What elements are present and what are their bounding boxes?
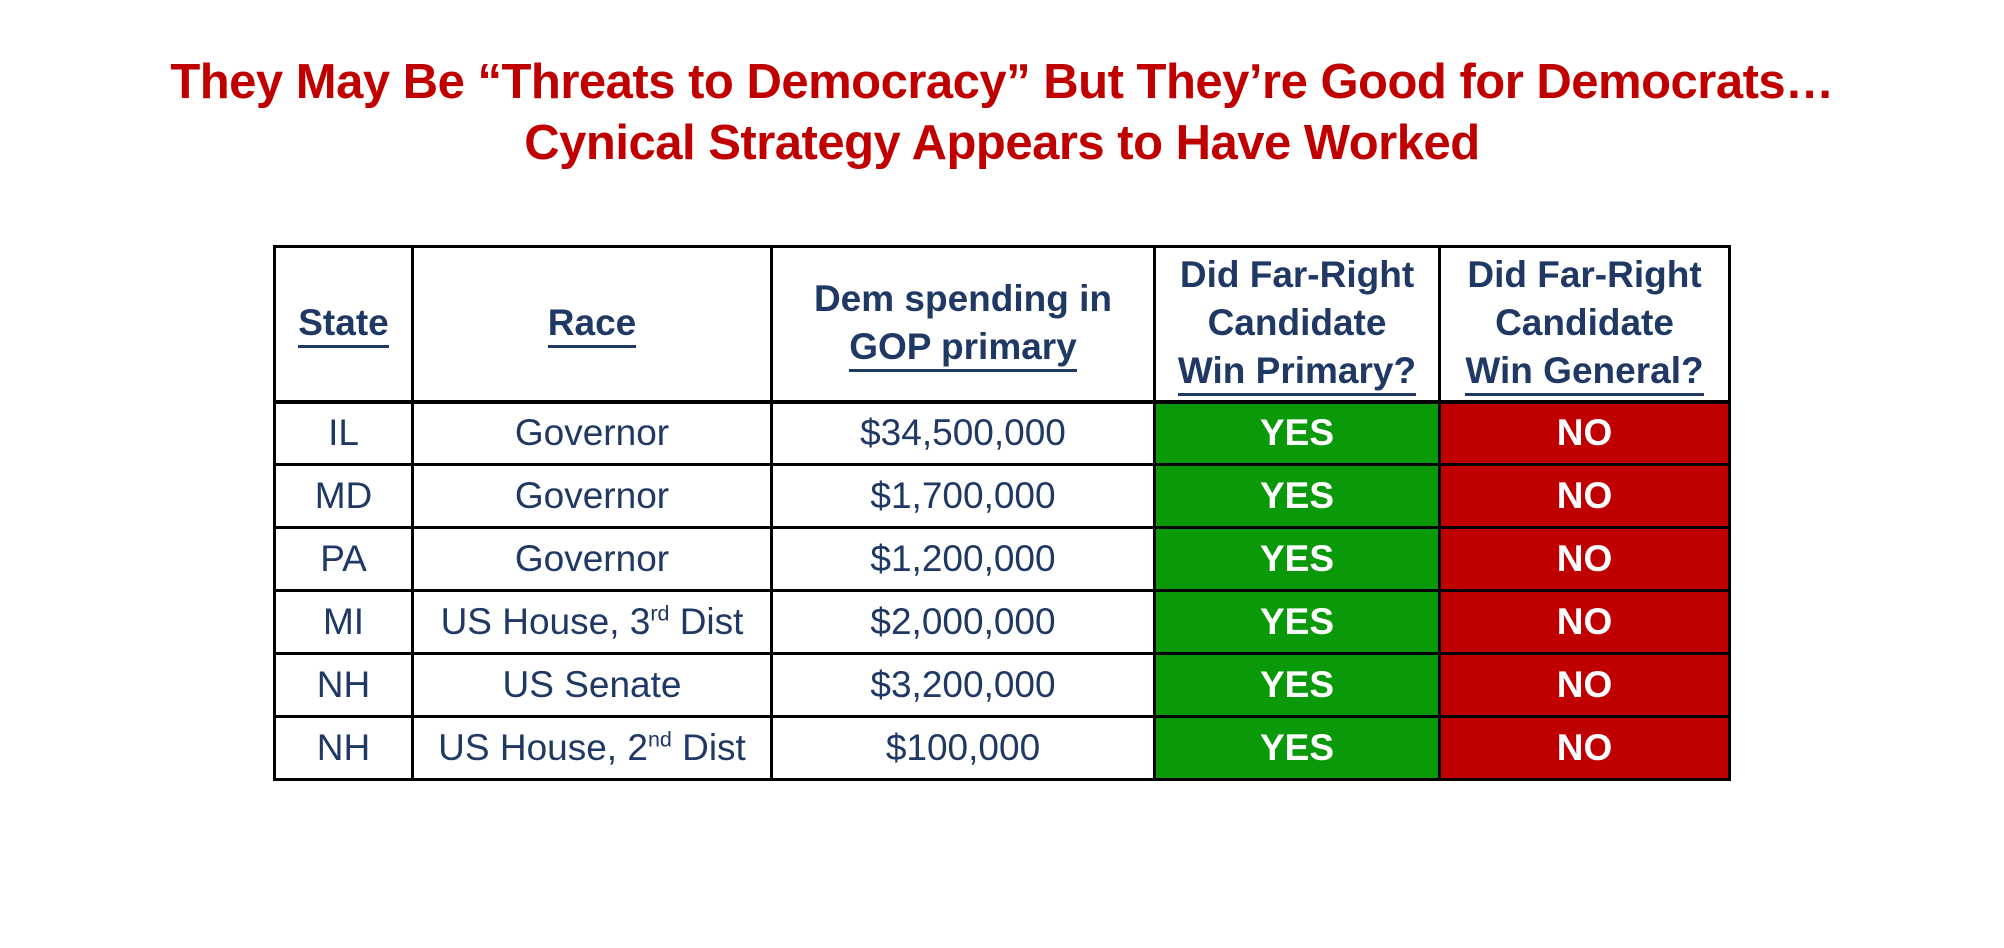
cell-win-general: NO bbox=[1438, 526, 1731, 592]
cell-race: Governor bbox=[411, 400, 773, 466]
cell-win-general: NO bbox=[1438, 589, 1731, 655]
cell-race: US House, 2nd Dist bbox=[411, 715, 773, 781]
cell-win-general: NO bbox=[1438, 715, 1731, 781]
cell-win-primary: YES bbox=[1153, 463, 1441, 529]
cell-win-primary: YES bbox=[1153, 652, 1441, 718]
cell-spending: $1,200,000 bbox=[770, 526, 1156, 592]
election-spending-table: State Race Dem spending in GOP primary Did F… bbox=[273, 245, 1731, 781]
column-header-state: State bbox=[273, 245, 414, 404]
title-line-2: Cynical Strategy Appears to Have Worked bbox=[524, 116, 1480, 170]
cell-spending: $100,000 bbox=[770, 715, 1156, 781]
cell-win-primary: YES bbox=[1153, 715, 1441, 781]
cell-state: NH bbox=[273, 715, 414, 781]
slide-title: They May Be “Threats to Democracy” But T… bbox=[0, 52, 2004, 174]
cell-race: Governor bbox=[411, 463, 773, 529]
cell-win-general: NO bbox=[1438, 400, 1731, 466]
ordinal-superscript: nd bbox=[647, 727, 672, 752]
cell-state: NH bbox=[273, 652, 414, 718]
cell-state: IL bbox=[273, 400, 414, 466]
table-row: NH US Senate $3,200,000 YES NO bbox=[273, 652, 1731, 718]
table-row: PA Governor $1,200,000 YES NO bbox=[273, 526, 1731, 592]
cell-race: US Senate bbox=[411, 652, 773, 718]
ordinal-superscript: rd bbox=[650, 601, 670, 626]
table-row: IL Governor $34,500,000 YES NO bbox=[273, 400, 1731, 466]
cell-spending: $34,500,000 bbox=[770, 400, 1156, 466]
column-header-spending: Dem spending in GOP primary bbox=[770, 245, 1156, 404]
table-header-row: State Race Dem spending in GOP primary Did F… bbox=[273, 245, 1731, 404]
table-row: MI US House, 3rd Dist $2,000,000 YES NO bbox=[273, 589, 1731, 655]
column-header-win-primary: Did Far-Right Candidate Win Primary? bbox=[1153, 245, 1441, 404]
column-header-win-general: Did Far-Right Candidate Win General? bbox=[1438, 245, 1731, 404]
table-body: IL Governor $34,500,000 YES NO MD Governor $1,7… bbox=[273, 400, 1731, 781]
cell-state: MI bbox=[273, 589, 414, 655]
table-row: NH US House, 2nd Dist $100,000 YES NO bbox=[273, 715, 1731, 781]
cell-win-general: NO bbox=[1438, 652, 1731, 718]
cell-spending: $3,200,000 bbox=[770, 652, 1156, 718]
cell-win-primary: YES bbox=[1153, 400, 1441, 466]
cell-win-general: NO bbox=[1438, 463, 1731, 529]
cell-state: MD bbox=[273, 463, 414, 529]
column-header-race: Race bbox=[411, 245, 773, 404]
cell-race: Governor bbox=[411, 526, 773, 592]
cell-state: PA bbox=[273, 526, 414, 592]
title-line-1: They May Be “Threats to Democracy” But T… bbox=[170, 55, 1834, 109]
cell-spending: $2,000,000 bbox=[770, 589, 1156, 655]
table-header: State Race Dem spending in GOP primary Did F… bbox=[273, 245, 1731, 404]
cell-spending: $1,700,000 bbox=[770, 463, 1156, 529]
table-row: MD Governor $1,700,000 YES NO bbox=[273, 463, 1731, 529]
cell-win-primary: YES bbox=[1153, 526, 1441, 592]
cell-race: US House, 3rd Dist bbox=[411, 589, 773, 655]
cell-win-primary: YES bbox=[1153, 589, 1441, 655]
